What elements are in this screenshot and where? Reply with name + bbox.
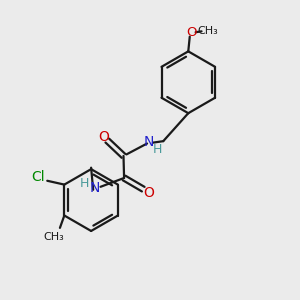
Text: N: N (143, 135, 154, 149)
Text: CH₃: CH₃ (43, 232, 64, 242)
Text: CH₃: CH₃ (197, 26, 218, 36)
Text: O: O (98, 130, 109, 144)
Text: H: H (153, 143, 162, 157)
Text: O: O (186, 26, 196, 39)
Text: N: N (89, 181, 100, 195)
Text: H: H (80, 177, 89, 190)
Text: Cl: Cl (32, 170, 45, 184)
Text: O: O (143, 186, 154, 200)
